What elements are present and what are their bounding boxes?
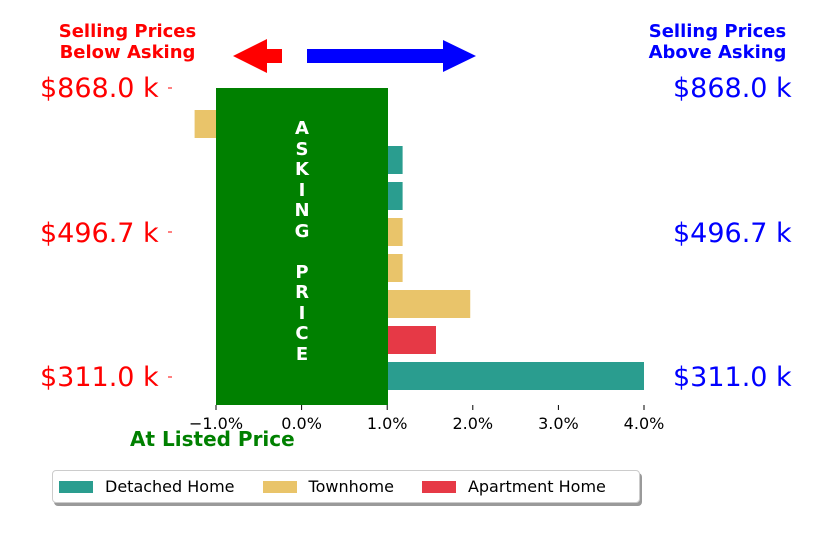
above-asking-header: Selling Prices Above Asking (630, 21, 805, 63)
asking-letter: K (295, 159, 309, 180)
x-tick-label: −1.0% (188, 414, 244, 433)
legend-swatch-townhome (262, 480, 297, 493)
asking-letter: A (295, 118, 309, 139)
asking-letter: E (295, 343, 309, 365)
price-label-left-middle: $496.7 k (40, 218, 159, 249)
asking-price-box: A S K I N G P R I C E (216, 88, 388, 405)
asking-letter: P (295, 261, 309, 283)
left-arrow-icon (233, 39, 282, 73)
asking-letter: I (298, 302, 306, 324)
right-arrow-icon (307, 40, 476, 72)
asking-letter: C (295, 323, 309, 344)
price-label-right-middle: $496.7 k (673, 218, 792, 249)
legend-label-apartment: Apartment Home (467, 477, 606, 496)
x-tick-label: 1.0% (366, 414, 408, 433)
chart-legend: Detached Home Townhome Apartment Home (52, 470, 640, 503)
price-label-left-top: $868.0 k (40, 73, 159, 104)
asking-letter: N (294, 200, 310, 221)
price-label-right-top: $868.0 k (673, 73, 792, 104)
asking-letter: R (295, 282, 309, 303)
asking-letter: S (295, 138, 309, 160)
below-asking-line2: Below Asking (59, 42, 196, 63)
legend-label-detached: Detached Home (105, 477, 235, 496)
below-asking-header: Selling Prices Below Asking (40, 21, 215, 63)
below-asking-line1: Selling Prices (58, 21, 197, 42)
x-tick-label: 3.0% (538, 414, 579, 433)
legend-label-townhome: Townhome (308, 477, 394, 496)
legend-item-apartment: Apartment Home (421, 477, 606, 496)
x-tick-label: 2.0% (452, 414, 494, 433)
x-tick-label: 0.0% (281, 414, 322, 433)
legend-swatch-detached (59, 480, 93, 493)
above-asking-line1: Selling Prices (648, 21, 787, 42)
price-label-right-bottom: $311.0 k (673, 362, 792, 393)
asking-letter: G (294, 220, 310, 242)
legend-item-detached: Detached Home (59, 477, 235, 496)
asking-letter: I (298, 179, 306, 201)
legend-item-townhome: Townhome (262, 477, 394, 496)
legend-swatch-apartment (421, 480, 456, 493)
price-label-left-bottom: $311.0 k (40, 362, 159, 393)
above-asking-line2: Above Asking (648, 42, 787, 63)
at-listed-price-label: At Listed Price (130, 427, 295, 451)
x-tick-label: 4.0% (623, 414, 665, 433)
